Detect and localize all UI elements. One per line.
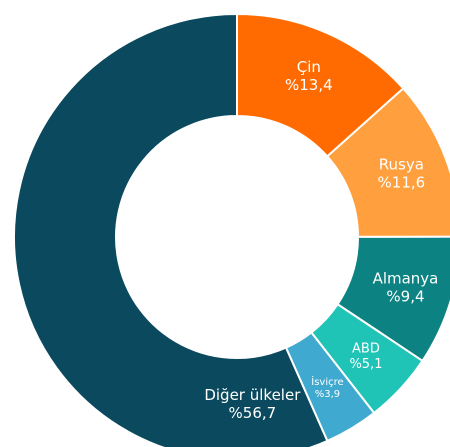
slice [336,235,450,363]
slice [13,12,329,447]
slice-label: İsviçre [311,375,343,388]
slice-value-label: %13,4 [285,76,333,94]
slice-label: Diğer ülkeler [204,386,301,404]
slice-value-label: %3,9 [315,389,340,400]
slice-value-label: %56,7 [229,404,277,422]
slice-label: ABD [352,341,380,356]
slice-label: Almanya [373,269,439,287]
slice [236,12,405,158]
slice-label: Çin [297,58,321,76]
slice-value-label: %11,6 [378,174,426,192]
slice-value-label: %9,4 [386,287,424,305]
slice-label: Rusya [379,156,424,174]
slice-value-label: %5,1 [349,357,382,372]
